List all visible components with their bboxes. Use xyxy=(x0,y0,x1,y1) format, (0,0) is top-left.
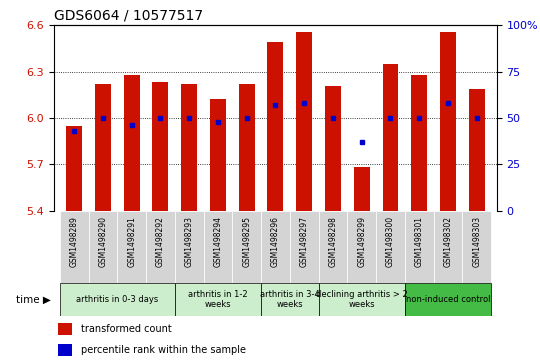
Text: transformed count: transformed count xyxy=(80,324,171,334)
Text: GDS6064 / 10577517: GDS6064 / 10577517 xyxy=(54,9,203,23)
Bar xyxy=(58,323,72,335)
Bar xyxy=(146,211,175,283)
Bar xyxy=(462,211,491,283)
Bar xyxy=(175,211,204,283)
Bar xyxy=(152,82,168,211)
Bar xyxy=(89,211,117,283)
Bar xyxy=(124,75,139,211)
Bar xyxy=(232,211,261,283)
Bar xyxy=(382,64,399,211)
Bar xyxy=(261,211,290,283)
Text: declining arthritis > 2
weeks: declining arthritis > 2 weeks xyxy=(316,290,408,309)
Text: arthritis in 0-3 days: arthritis in 0-3 days xyxy=(76,295,158,304)
Bar xyxy=(411,75,427,211)
Text: time ▶: time ▶ xyxy=(16,294,51,305)
Text: GSM1498289: GSM1498289 xyxy=(70,216,79,267)
Text: arthritis in 3-4
weeks: arthritis in 3-4 weeks xyxy=(260,290,320,309)
Bar xyxy=(405,283,491,316)
Text: GSM1498295: GSM1498295 xyxy=(242,216,251,267)
Bar xyxy=(354,167,369,211)
Text: GSM1498300: GSM1498300 xyxy=(386,216,395,268)
Bar xyxy=(319,283,405,316)
Text: GSM1498301: GSM1498301 xyxy=(415,216,424,267)
Bar xyxy=(405,211,434,283)
Text: GSM1498292: GSM1498292 xyxy=(156,216,165,267)
Text: GSM1498291: GSM1498291 xyxy=(127,216,136,267)
Bar xyxy=(181,84,197,211)
Bar xyxy=(239,84,254,211)
Bar xyxy=(58,344,72,356)
Bar xyxy=(376,211,405,283)
Bar xyxy=(325,86,341,211)
Bar xyxy=(60,283,175,316)
Bar xyxy=(469,89,484,211)
Bar xyxy=(95,84,111,211)
Bar xyxy=(434,211,462,283)
Text: percentile rank within the sample: percentile rank within the sample xyxy=(80,345,246,355)
Bar xyxy=(267,42,284,211)
Bar xyxy=(261,283,319,316)
Bar xyxy=(117,211,146,283)
Bar xyxy=(175,283,261,316)
Bar xyxy=(60,211,89,283)
Text: GSM1498303: GSM1498303 xyxy=(472,216,481,268)
Text: non-induced control: non-induced control xyxy=(406,295,490,304)
Bar xyxy=(204,211,232,283)
Text: GSM1498296: GSM1498296 xyxy=(271,216,280,267)
Text: GSM1498293: GSM1498293 xyxy=(185,216,194,267)
Text: GSM1498299: GSM1498299 xyxy=(357,216,366,267)
Text: GSM1498297: GSM1498297 xyxy=(300,216,309,267)
Bar xyxy=(66,126,82,211)
Text: arthritis in 1-2
weeks: arthritis in 1-2 weeks xyxy=(188,290,248,309)
Text: GSM1498302: GSM1498302 xyxy=(443,216,453,267)
Bar xyxy=(440,32,456,211)
Bar xyxy=(319,211,347,283)
Bar xyxy=(296,32,312,211)
Bar xyxy=(210,99,226,211)
Bar xyxy=(347,211,376,283)
Text: GSM1498290: GSM1498290 xyxy=(98,216,107,267)
Text: GSM1498294: GSM1498294 xyxy=(213,216,222,267)
Text: GSM1498298: GSM1498298 xyxy=(328,216,338,267)
Bar xyxy=(290,211,319,283)
